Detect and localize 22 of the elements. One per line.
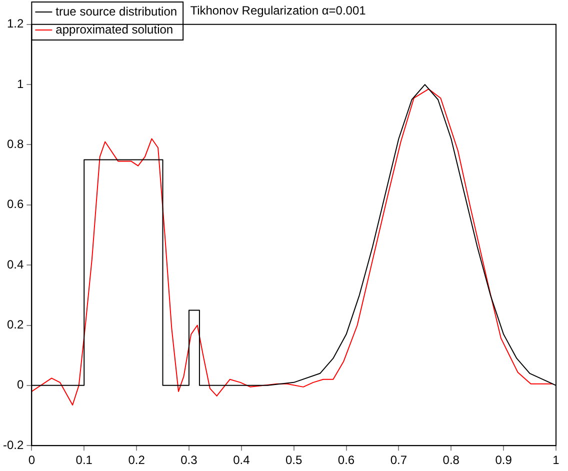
- x-tick-label: 0.9: [495, 453, 512, 468]
- x-tick-label: 1: [552, 453, 560, 468]
- y-tick-label: 0.4: [6, 257, 24, 272]
- x-tick-label: 0.4: [233, 453, 250, 468]
- x-tick-label: 0.2: [128, 453, 146, 468]
- y-tick-label: 1.2: [6, 16, 24, 31]
- legend-label: approximated solution: [56, 22, 174, 36]
- y-tick-label: -0.2: [2, 438, 24, 452]
- x-tick-label: 0.5: [285, 453, 303, 468]
- y-tick-label: 1: [16, 76, 24, 91]
- x-tick-label: 0.8: [442, 453, 460, 468]
- x-tick-label: 0.7: [390, 453, 408, 468]
- legend-label: true source distribution: [56, 4, 178, 18]
- x-tick-label: 0.1: [76, 453, 93, 468]
- y-tick-label: 0.2: [6, 318, 24, 332]
- x-tick-label: 0: [28, 453, 36, 468]
- y-tick-label: 0.6: [6, 197, 24, 212]
- y-tick-label: 0.8: [6, 137, 24, 152]
- x-tick-label: 0.3: [180, 453, 198, 468]
- chart-title: Tikhonov Regularization α=0.001: [190, 4, 366, 18]
- y-tick-label: 0: [16, 378, 24, 392]
- x-tick-label: 0.6: [338, 453, 355, 468]
